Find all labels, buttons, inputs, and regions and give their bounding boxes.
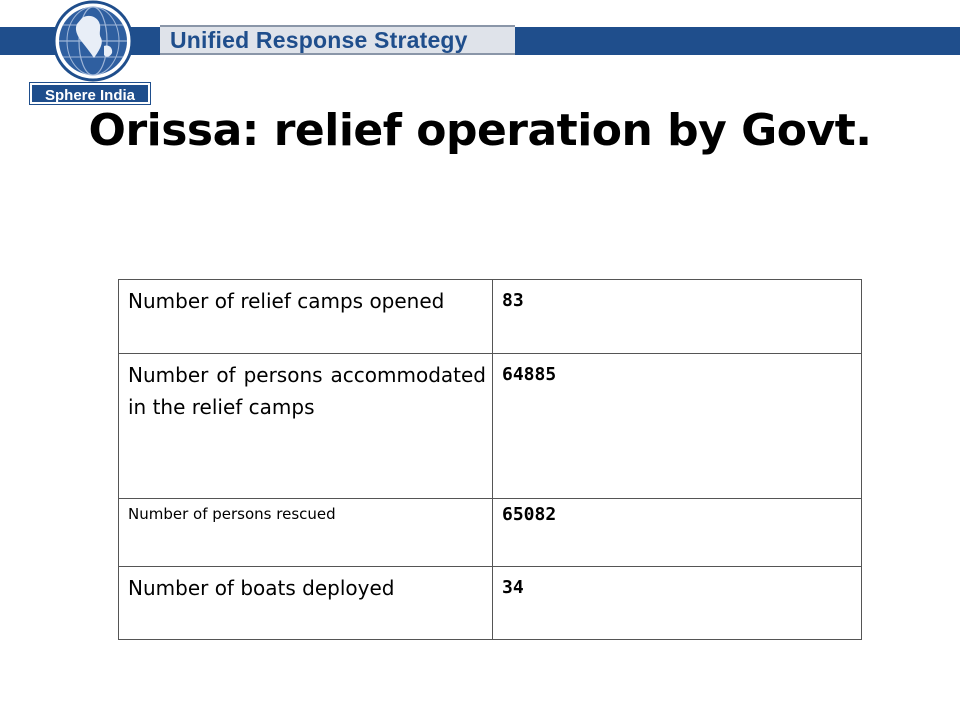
- globe-logo-icon: [52, 0, 134, 82]
- row-value: 65082: [492, 498, 862, 567]
- row-value: 83: [492, 279, 862, 354]
- table-row: Number of boats deployed 34: [118, 566, 862, 640]
- table-row: Number of relief camps opened 83: [118, 279, 862, 354]
- banner-label: Unified Response Strategy: [170, 27, 468, 53]
- slide-title: Orissa: relief operation by Govt.: [88, 105, 872, 156]
- relief-table: Number of relief camps opened 83 Number …: [118, 279, 862, 640]
- table-row: Number of persons rescued 65082: [118, 498, 862, 567]
- row-value: 34: [492, 566, 862, 640]
- banner-label-box: [160, 25, 515, 55]
- row-value: 64885: [492, 353, 862, 499]
- row-label: Number of relief camps opened: [118, 279, 493, 354]
- logo-tag: Sphere India: [30, 83, 150, 104]
- table-row: Number of persons accommodated in the re…: [118, 353, 862, 499]
- row-label: Number of persons accommodated in the re…: [118, 353, 493, 499]
- row-label: Number of persons rescued: [118, 498, 493, 567]
- row-label: Number of boats deployed: [118, 566, 493, 640]
